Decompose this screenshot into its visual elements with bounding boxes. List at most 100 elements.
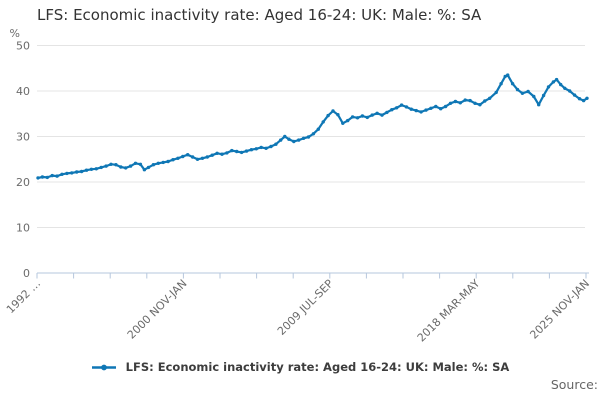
x-tick-label: 1992 … <box>4 277 43 316</box>
data-point-marker <box>239 150 244 155</box>
data-point-marker <box>453 99 458 104</box>
data-point-marker <box>499 82 503 86</box>
data-point-marker <box>65 171 69 176</box>
data-point-marker <box>235 149 239 154</box>
data-point-marker <box>581 98 586 103</box>
data-point-marker <box>124 166 128 170</box>
data-point-marker <box>336 113 340 117</box>
data-point-marker <box>404 105 409 109</box>
data-point-marker <box>287 137 291 141</box>
data-point-marker <box>577 97 582 101</box>
data-point-marker <box>142 168 147 172</box>
data-point-marker <box>439 107 443 111</box>
data-point-marker <box>385 110 389 115</box>
data-point-marker <box>40 175 45 179</box>
data-point-marker <box>537 103 541 107</box>
data-point-marker <box>195 157 200 161</box>
data-point-marker <box>99 165 103 170</box>
data-point-marker <box>503 74 507 79</box>
data-point-marker <box>434 104 438 109</box>
series-lfs-inactivity-male-16-24[interactable] <box>36 73 589 180</box>
data-point-marker <box>554 77 559 82</box>
data-point-marker <box>390 108 394 112</box>
y-tick-label-0: 0 <box>23 267 30 280</box>
data-point-marker <box>585 96 589 101</box>
data-point-marker <box>506 73 510 77</box>
data-point-marker <box>279 138 283 142</box>
data-point-marker <box>176 156 180 160</box>
data-point-marker <box>568 89 572 93</box>
legend-item-series[interactable]: LFS: Economic inactivity rate: Aged 16-2… <box>91 360 509 374</box>
data-point-marker <box>156 161 160 165</box>
data-point-marker <box>494 90 498 95</box>
data-point-marker <box>269 144 273 149</box>
y-tick-label-10: 10 <box>16 222 30 235</box>
data-point-marker <box>443 104 448 109</box>
data-point-marker <box>572 93 577 97</box>
x-tick-label: 2009 JUL-SEP <box>275 277 336 338</box>
data-point-marker <box>331 109 335 113</box>
data-point-marker <box>220 152 224 156</box>
data-point-marker <box>424 108 428 112</box>
data-point-marker <box>254 147 258 151</box>
data-point-marker <box>249 148 254 152</box>
data-point-marker <box>355 116 360 120</box>
data-point-marker <box>215 151 219 155</box>
data-point-marker <box>306 135 311 139</box>
data-point-marker <box>84 168 89 172</box>
data-point-marker <box>244 149 249 153</box>
data-point-marker <box>45 175 49 180</box>
data-point-marker <box>210 153 214 157</box>
data-point-marker <box>526 89 530 94</box>
data-point-marker <box>70 171 74 175</box>
data-point-marker <box>380 113 384 117</box>
data-point-marker <box>161 160 165 165</box>
data-point-marker <box>151 163 156 167</box>
data-point-marker <box>346 118 350 123</box>
data-point-marker <box>60 172 64 176</box>
data-point-marker <box>395 106 399 110</box>
data-point-marker <box>316 127 320 131</box>
data-point-marker <box>50 173 54 178</box>
data-point-marker <box>274 142 278 146</box>
data-point-marker <box>350 115 355 119</box>
data-point-marker <box>292 139 296 144</box>
data-point-marker <box>171 158 175 162</box>
data-point-marker <box>360 114 365 118</box>
data-point-marker <box>546 85 551 89</box>
data-point-marker <box>375 111 379 116</box>
legend: LFS: Economic inactivity rate: Aged 16-2… <box>0 358 600 376</box>
data-point-marker <box>75 170 79 174</box>
data-point-marker <box>419 110 423 114</box>
data-point-marker <box>109 162 113 166</box>
data-point-marker <box>200 156 205 160</box>
data-point-marker <box>463 98 467 102</box>
data-point-marker <box>205 155 209 159</box>
data-point-marker <box>520 91 525 96</box>
data-point-marker <box>510 82 515 86</box>
data-point-marker <box>186 153 190 157</box>
data-point-marker <box>114 163 118 167</box>
data-point-marker <box>128 164 133 168</box>
data-point-marker <box>532 94 536 99</box>
data-point-marker <box>483 99 487 103</box>
data-point-marker <box>133 161 138 165</box>
data-point-marker <box>55 174 59 178</box>
data-point-marker <box>190 155 195 159</box>
data-point-marker <box>104 164 108 168</box>
data-point-marker <box>468 98 472 103</box>
data-point-marker <box>473 101 477 106</box>
data-point-marker <box>297 138 301 142</box>
legend-line-marker-icon <box>91 364 116 370</box>
data-point-marker <box>311 132 316 136</box>
data-point-marker <box>283 134 287 139</box>
data-point-marker <box>264 146 268 150</box>
y-tick-label-30: 30 <box>16 131 30 144</box>
y-tick-label-50: 50 <box>16 40 30 53</box>
data-point-marker <box>551 80 556 84</box>
data-point-marker <box>326 113 330 118</box>
y-tick-label-20: 20 <box>16 176 30 189</box>
data-point-marker <box>458 101 462 105</box>
